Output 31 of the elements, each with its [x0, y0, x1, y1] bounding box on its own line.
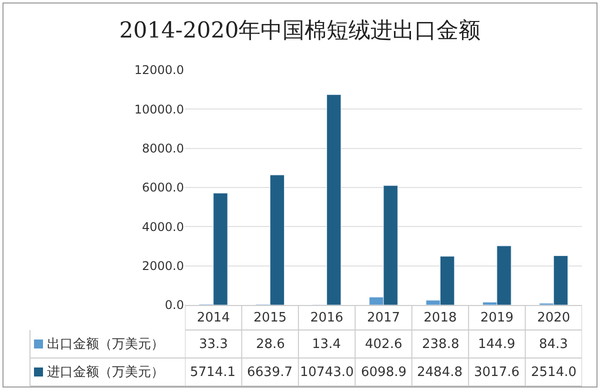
data-label: 2514.0	[531, 365, 576, 380]
x-tick-label: 2016	[310, 310, 344, 326]
chart-title: 2014-2020年中国棉短绒进出口金额	[119, 18, 481, 44]
y-tick-label: 4000.0	[142, 220, 184, 234]
data-label: 238.8	[422, 337, 460, 352]
x-tick-label: 2020	[537, 310, 570, 326]
y-tick-label: 2000.0	[142, 259, 184, 274]
data-label: 402.6	[365, 337, 402, 352]
y-tick-label: 12000.0	[134, 63, 184, 78]
x-tick-label: 2014	[196, 310, 230, 326]
data-label: 84.3	[539, 337, 568, 352]
legend-label: 进口金额（万美元）	[47, 364, 164, 380]
y-tick-label: 8000.0	[142, 142, 184, 156]
data-label: 13.4	[312, 337, 341, 352]
data-label: 10743.0	[300, 365, 354, 380]
data-label: 2484.8	[417, 365, 462, 380]
data-label: 3017.6	[474, 365, 520, 380]
data-label: 6639.7	[247, 365, 292, 380]
x-tick-label: 2015	[254, 310, 287, 326]
data-label: 33.3	[199, 337, 228, 352]
data-label: 28.6	[256, 337, 285, 352]
y-tick-label: 0.0	[164, 298, 184, 312]
data-label: 144.9	[478, 337, 516, 352]
x-tick-label: 2019	[480, 310, 514, 326]
x-tick-label: 2017	[366, 310, 400, 326]
y-tick-label: 6000.0	[142, 180, 184, 195]
data-label: 5714.1	[190, 365, 236, 380]
legend-label: 出口金额（万美元）	[47, 336, 164, 352]
y-tick-label: 10000.0	[134, 102, 184, 116]
data-label: 6098.9	[361, 365, 406, 380]
x-tick-label: 2018	[424, 310, 457, 326]
